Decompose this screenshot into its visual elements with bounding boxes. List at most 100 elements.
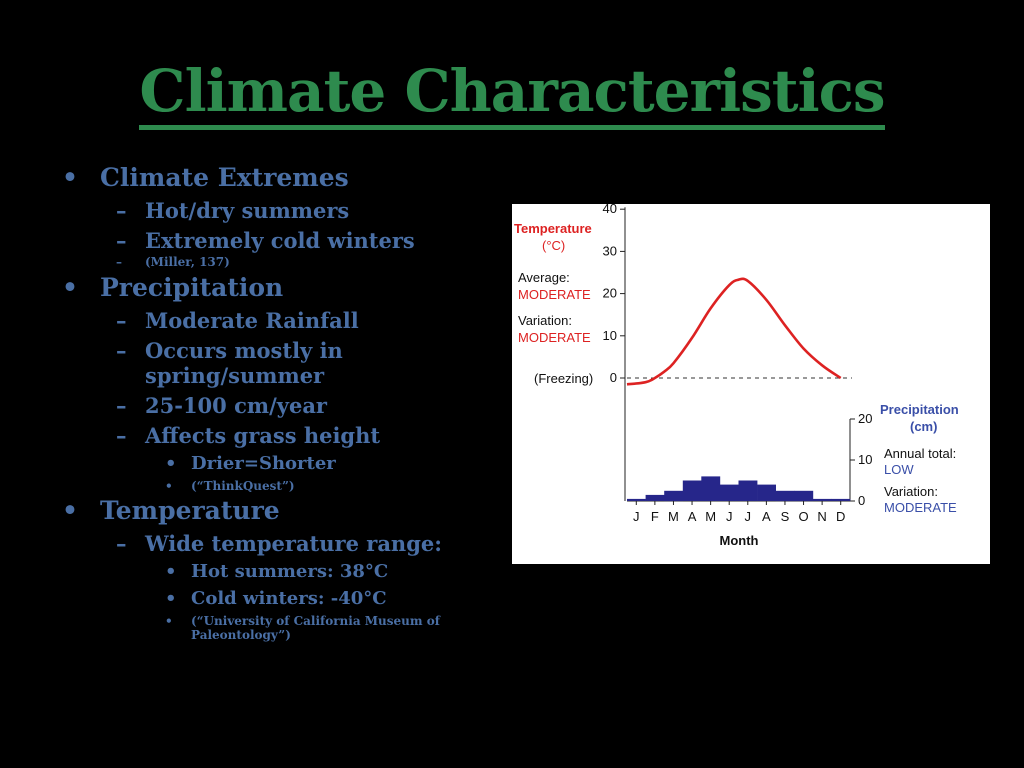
precipitation-tick-label: 10 (858, 452, 872, 467)
dash-marker: – (116, 531, 127, 556)
precipitation-label: Precipitation (880, 402, 959, 417)
temperature-tick-label: 20 (603, 286, 617, 301)
text-hot-summers: Hot summers: 38°C (191, 561, 389, 582)
bullet-dot: • (62, 273, 78, 302)
precipitation-bar (794, 490, 814, 502)
bullet-dot: • (165, 614, 173, 628)
precipitation-variation-value: MODERATE (884, 500, 957, 515)
climate-chart: Temperature (°C) Average: MODERATE Varia… (512, 204, 990, 564)
month-tick-label: J (745, 509, 752, 524)
precipitation-bar (645, 494, 665, 501)
sub-sub-bullet-cold-winters: • Cold winters: -40°C (56, 588, 496, 610)
precipitation-bar (701, 476, 721, 501)
precipitation-bar (757, 484, 776, 501)
precipitation-unit: (cm) (910, 419, 937, 434)
heading-climate-extremes: Climate Extremes (100, 163, 349, 192)
temperature-tick-label: 10 (603, 328, 617, 343)
text-cold-winters: Extremely cold winters (145, 228, 415, 253)
precipitation-bar (738, 480, 758, 501)
month-tick-label: A (688, 509, 697, 524)
temperature-average-label: Average: (518, 270, 570, 285)
text-moderate-rainfall: Moderate Rainfall (145, 308, 359, 333)
slide-title: Climate Characteristics (0, 52, 1024, 130)
sub-bullet-rainfall-amount: – 25-100 cm/year (56, 393, 496, 418)
heading-temperature: Temperature (100, 496, 280, 525)
bullet-dot: • (165, 561, 177, 582)
month-tick-label: M (668, 509, 679, 524)
chart-static-labels: Temperature (°C) Average: MODERATE Varia… (514, 221, 959, 548)
precipitation-bar (719, 484, 739, 501)
month-tick-label: J (633, 509, 640, 524)
text-citation-miller: (Miller, 137) (145, 255, 230, 269)
sub-bullet-hot-dry-summers: – Hot/dry summers (56, 198, 496, 223)
bullet-dot: • (165, 479, 173, 493)
bullet-dot: • (62, 163, 78, 192)
text-rainfall-amount: 25-100 cm/year (145, 393, 327, 418)
precipitation-bar (831, 498, 851, 501)
text-citation-thinkquest: (“ThinkQuest”) (191, 479, 295, 493)
precipitation-bar (775, 490, 795, 502)
text-cold-winters-temp: Cold winters: -40°C (191, 588, 387, 609)
citation-ucmp: • (“University of California Museum of P… (56, 614, 496, 642)
dash-marker: – (116, 255, 122, 269)
temperature-label: Temperature (514, 221, 592, 236)
dash-marker: – (116, 198, 127, 223)
dash-marker: – (116, 228, 127, 253)
text-spring-summer: Occurs mostly in spring/summer (145, 338, 343, 388)
month-tick-label: N (817, 509, 826, 524)
sub-bullet-grass-height: – Affects grass height (56, 423, 496, 448)
sub-bullet-spring-summer: – Occurs mostly in spring/summer (56, 338, 496, 388)
bullet-climate-extremes: • Climate Extremes (56, 163, 496, 193)
month-tick-label: F (651, 509, 659, 524)
dash-marker: – (116, 308, 127, 333)
dash-marker: – (116, 338, 127, 363)
bullet-dot: • (165, 588, 177, 609)
precipitation-tick-label: 20 (858, 411, 872, 426)
text-grass-height: Affects grass height (145, 423, 381, 448)
month-tick-label: M (705, 509, 716, 524)
sub-bullet-cold-winters: – Extremely cold winters (56, 228, 496, 253)
month-tick-label: J (726, 509, 733, 524)
precipitation-annual-label: Annual total: (884, 446, 956, 461)
sub-sub-bullet-hot-summers: • Hot summers: 38°C (56, 561, 496, 583)
temperature-series-line (626, 277, 842, 386)
text-temperature-range: Wide temperature range: (145, 531, 442, 556)
precipitation-bar (682, 480, 702, 501)
freezing-label: (Freezing) (534, 371, 593, 386)
bullet-precipitation: • Precipitation (56, 273, 496, 303)
month-tick-label: S (781, 509, 790, 524)
temperature-tick-label: 40 (603, 204, 617, 216)
sub-bullet-moderate-rainfall: – Moderate Rainfall (56, 308, 496, 333)
precipitation-variation-label: Variation: (884, 484, 938, 499)
precipitation-bar (627, 498, 646, 501)
citation-thinkquest: • (“ThinkQuest”) (56, 479, 496, 493)
bullet-dot: • (62, 496, 78, 525)
precipitation-tick-label: 0 (858, 493, 865, 508)
precipitation-bar (812, 498, 832, 501)
sub-sub-bullet-drier-shorter: • Drier=Shorter (56, 453, 496, 475)
bullet-outline: • Climate Extremes – Hot/dry summers – E… (56, 160, 496, 642)
temperature-unit: (°C) (542, 238, 565, 253)
citation-miller: – (Miller, 137) (56, 255, 496, 270)
month-tick-label: D (836, 509, 845, 524)
temperature-tick-label: 0 (610, 370, 617, 385)
bullet-dot: • (165, 453, 177, 474)
dash-marker: – (116, 393, 127, 418)
precipitation-bar (664, 490, 684, 502)
month-axis-label: Month (720, 533, 759, 548)
dash-marker: – (116, 423, 127, 448)
sub-bullet-temperature-range: – Wide temperature range: (56, 531, 496, 556)
temperature-tick-label: 30 (603, 243, 617, 258)
text-drier-shorter: Drier=Shorter (191, 453, 336, 474)
temperature-variation-value: MODERATE (518, 330, 591, 345)
month-tick-label: O (798, 509, 808, 524)
slide-title-text: Climate Characteristics (139, 57, 886, 130)
heading-precipitation: Precipitation (100, 273, 284, 302)
climate-chart-svg: Temperature (°C) Average: MODERATE Varia… (514, 204, 959, 548)
precipitation-annual-value: LOW (884, 462, 914, 477)
month-tick-label: A (762, 509, 771, 524)
bullet-temperature: • Temperature (56, 496, 496, 526)
text-citation-ucmp: (“University of California Museum of Pal… (191, 614, 440, 642)
text-hot-dry-summers: Hot/dry summers (145, 198, 350, 223)
